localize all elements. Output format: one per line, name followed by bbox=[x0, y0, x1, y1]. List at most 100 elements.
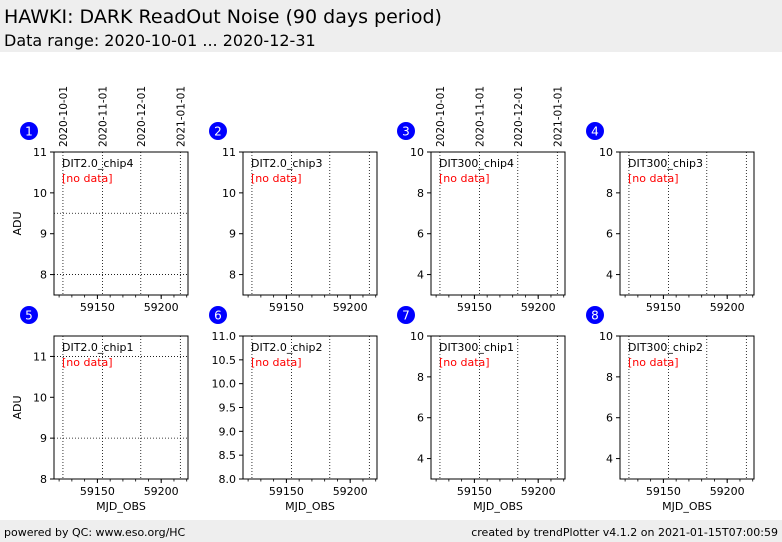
y-tick-label: 10 bbox=[599, 330, 613, 343]
y-tick-label: 8 bbox=[417, 187, 424, 200]
series-label: DIT300_chip2 bbox=[628, 341, 703, 354]
x-tick-label: 59150 bbox=[80, 301, 115, 314]
y-tick-label: 10.5 bbox=[212, 354, 237, 367]
panel-number-badge bbox=[586, 122, 604, 140]
panel-number-badge bbox=[397, 122, 415, 140]
panel-number: 1 bbox=[25, 125, 33, 139]
x-tick-label: 59150 bbox=[80, 485, 115, 498]
x-tick-label: 59150 bbox=[269, 485, 304, 498]
y-tick-label: 9 bbox=[40, 228, 47, 241]
panel-number-badge bbox=[209, 306, 227, 324]
panel-number: 2 bbox=[214, 125, 222, 139]
page-title: HAWKI: DARK ReadOut Noise (90 days perio… bbox=[4, 6, 442, 28]
y-tick-label: 10 bbox=[33, 391, 47, 404]
y-tick-label: 6 bbox=[606, 228, 613, 241]
page-subtitle: Data range: 2020-10-01 ... 2020-12-31 bbox=[4, 31, 316, 50]
y-tick-label: 6 bbox=[417, 228, 424, 241]
y-tick-label: 4 bbox=[606, 269, 613, 282]
y-tick-label: 10 bbox=[410, 330, 424, 343]
y-tick-label: 10 bbox=[222, 187, 236, 200]
plot-frame bbox=[430, 335, 566, 480]
chart-panel-2: 8 9 10 11 59150 59200 DIT2.0_chip3 [no data] 2 bbox=[209, 122, 378, 314]
y-tick-label: 8 bbox=[40, 269, 47, 282]
y-tick-label: 6 bbox=[417, 412, 424, 425]
date-label: 2021-01-01 bbox=[175, 86, 187, 147]
date-label: 2020-12-01 bbox=[136, 86, 148, 147]
chart-panel-5: 8 9 10 11 59150 59200 MJD_OBS ADU DIT2.0_chip1 [n… bbox=[11, 306, 189, 513]
chart-panel-1: 8 9 10 11 59150 59200 ADU 2020-10-01 2020-11-01 2… bbox=[11, 86, 189, 314]
footer-created: created by trendPlotter v4.1.2 on 2021-0… bbox=[471, 526, 778, 539]
y-tick-label: 8 bbox=[229, 269, 236, 282]
header-band bbox=[0, 0, 782, 52]
x-tick-label: 59200 bbox=[144, 485, 179, 498]
y-tick-label: 8 bbox=[606, 371, 613, 384]
series-label: DIT300_chip4 bbox=[439, 157, 514, 170]
y-tick-label: 8.0 bbox=[219, 473, 237, 486]
y-tick-label: 10 bbox=[33, 187, 47, 200]
panel-number-badge bbox=[20, 306, 38, 324]
y-tick-label: 8.5 bbox=[219, 449, 237, 462]
x-axis-label: MJD_OBS bbox=[473, 500, 523, 513]
footer-band bbox=[0, 520, 782, 542]
y-tick-label: 11.0 bbox=[212, 330, 237, 343]
plot-frame bbox=[242, 151, 378, 296]
no-data-note: [no data] bbox=[439, 356, 490, 369]
date-label: 2020-11-01 bbox=[474, 86, 486, 147]
panel-number: 7 bbox=[402, 309, 410, 323]
chart-panel-7: 4 6 8 10 59150 59200 MJD_OBS DIT300_chip1 [no da… bbox=[397, 306, 566, 513]
plot-frame bbox=[619, 335, 755, 480]
series-label: DIT300_chip1 bbox=[439, 341, 514, 354]
chart-panel-3: 4 6 8 10 59150 59200 2020-10-01 2020-11-01 2020-… bbox=[397, 86, 566, 314]
no-data-note: [no data] bbox=[62, 356, 113, 369]
panel-number: 8 bbox=[591, 309, 599, 323]
x-tick-label: 59200 bbox=[333, 301, 368, 314]
y-tick-label: 4 bbox=[417, 453, 424, 466]
y-tick-label: 11 bbox=[222, 146, 236, 159]
plot-frame bbox=[53, 335, 189, 480]
y-tick-label: 9 bbox=[229, 228, 236, 241]
y-tick-label: 9 bbox=[40, 432, 47, 445]
y-axis-label: ADU bbox=[11, 395, 24, 419]
x-tick-label: 59200 bbox=[710, 301, 745, 314]
y-tick-label: 10 bbox=[599, 146, 613, 159]
series-label: DIT2.0_chip3 bbox=[251, 157, 322, 170]
y-tick-label: 8 bbox=[417, 371, 424, 384]
panel-number: 6 bbox=[214, 309, 222, 323]
x-tick-label: 59150 bbox=[457, 301, 492, 314]
chart-panel-6: 8.0 8.5 9.0 9.5 10.0 10.5 11.0 59150 59200 MJD_OB… bbox=[209, 306, 378, 513]
panel-number-badge bbox=[586, 306, 604, 324]
date-label: 2021-01-01 bbox=[552, 86, 564, 147]
x-tick-label: 59200 bbox=[521, 485, 556, 498]
series-label: DIT300_chip3 bbox=[628, 157, 703, 170]
x-axis-label: MJD_OBS bbox=[285, 500, 335, 513]
series-label: DIT2.0_chip1 bbox=[62, 341, 133, 354]
no-data-note: [no data] bbox=[62, 172, 113, 185]
date-label: 2020-10-01 bbox=[435, 86, 447, 147]
y-tick-label: 8 bbox=[606, 187, 613, 200]
series-label: DIT2.0_chip4 bbox=[62, 157, 133, 170]
x-tick-label: 59150 bbox=[269, 301, 304, 314]
date-label: 2020-11-01 bbox=[97, 86, 109, 147]
y-tick-label: 8 bbox=[40, 473, 47, 486]
y-tick-label: 6 bbox=[606, 412, 613, 425]
y-tick-label: 4 bbox=[606, 453, 613, 466]
no-data-note: [no data] bbox=[628, 356, 679, 369]
y-tick-label: 10 bbox=[410, 146, 424, 159]
series-label: DIT2.0_chip2 bbox=[251, 341, 322, 354]
plot-frame bbox=[430, 151, 566, 296]
no-data-note: [no data] bbox=[628, 172, 679, 185]
plot-frame bbox=[53, 151, 189, 296]
x-tick-label: 59200 bbox=[333, 485, 368, 498]
y-tick-label: 9.5 bbox=[219, 402, 237, 415]
panel-number-badge bbox=[20, 122, 38, 140]
no-data-note: [no data] bbox=[251, 172, 302, 185]
x-tick-label: 59150 bbox=[457, 485, 492, 498]
panel-number-badge bbox=[209, 122, 227, 140]
panel-number: 3 bbox=[402, 125, 410, 139]
date-label: 2020-12-01 bbox=[513, 86, 525, 147]
y-tick-label: 10.0 bbox=[212, 378, 237, 391]
y-tick-label: 9.0 bbox=[219, 425, 237, 438]
date-label: 2020-10-01 bbox=[58, 86, 70, 147]
